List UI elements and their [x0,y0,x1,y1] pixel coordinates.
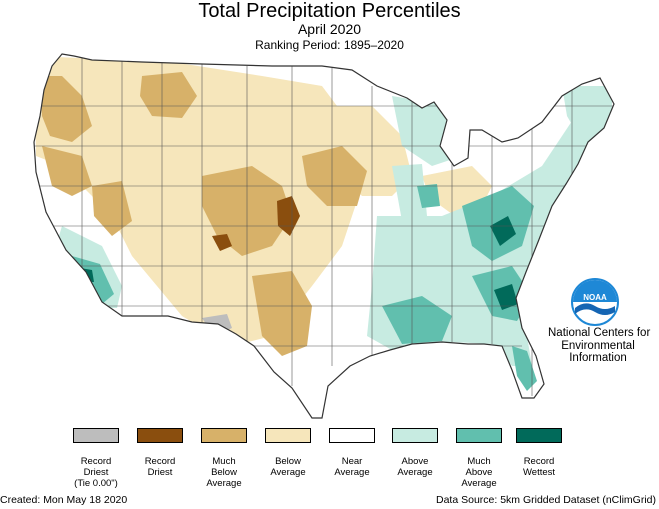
map-subtitle: April 2020 [297,21,362,37]
data-source: Data Source: 5km Gridded Dataset (nClimG… [436,494,656,506]
legend-label-near: Near Average [317,456,387,478]
legend-swatch-below [265,428,311,443]
region-much-above-indiana [417,184,440,208]
legend-label-record-driest-tie: Record Driest (Tie 0.00") [61,456,131,489]
legend-label-line: Driest [83,467,109,478]
region-much-below-plains [302,146,367,206]
agency-name: National Centers for Environmental Infor… [548,327,651,365]
legend-label-line: Below [211,467,237,478]
region-much-above-florida [512,346,537,391]
agency-line: Environmental [561,339,635,352]
map-title: Total Precipitation Percentiles [198,0,461,22]
legend-label-below: Below Average [253,456,323,478]
legend-swatch-record-wettest [516,428,562,443]
region-above-average-new-england [562,86,612,142]
region-record-wettest-tn [490,216,516,246]
region-above-average-illinois [392,164,427,221]
agency-line: Information [569,352,627,364]
legend-label-line: (Tie 0.00") [74,478,118,489]
legend-label-line: Average [206,478,242,489]
legend-label-line: Much [212,456,236,467]
legend-label-line: Record [80,456,112,467]
legend-label-record-driest: Record Driest [125,456,195,478]
legend-swatch-above [392,428,438,443]
us-outline [33,53,615,419]
legend-label-line: Above [401,456,429,467]
legend-label-line: Driest [147,467,173,478]
legend-label-line: Wettest [522,467,556,478]
legend-swatch-much-below [201,428,247,443]
legend-label-line: Average [461,478,497,489]
created-date: Created: Mon May 18 2020 [0,494,128,506]
region-much-below-texas [252,271,312,356]
legend-label-line: Much [467,456,491,467]
legend-label-much-above: Much Above Average [444,456,514,489]
legend-swatch-much-above [456,428,502,443]
region-much-below-oregon [42,146,92,196]
legend-label-line: Average [397,467,433,478]
noaa-logo: NOAA [571,278,619,326]
legend-label-line: Average [270,467,306,478]
region-record-driest-nm [212,234,232,251]
legend-label-line: Near [341,456,363,467]
legend-swatch-record-driest-tie [73,428,119,443]
noaa-logo-text: NOAA [583,293,607,302]
legend-label-line: Record [144,456,176,467]
state-boundaries [34,56,614,396]
legend-label-line: Record [523,456,555,467]
ranking-period: Ranking Period: 1895–2020 [255,38,404,52]
legend-swatch-near [329,428,375,443]
legend-label-line: Average [334,467,370,478]
legend-label-much-below: Much Below Average [189,456,259,489]
legend-swatch-record-driest [137,428,183,443]
legend-label-line: Below [275,456,301,467]
region-record-dry-tie-texas [202,314,232,336]
legend-label-line: Above [465,467,493,478]
region-much-below-montana [140,72,197,118]
legend-label-record-wettest: Record Wettest [504,456,574,478]
region-much-above-gulf [382,296,452,344]
agency-line: National Centers for [548,327,651,339]
legend: Record Driest (Tie 0.00") Record Driest … [0,428,659,492]
region-much-below-pacific-nw [40,76,92,142]
us-precipitation-map [33,53,615,419]
region-record-wettest-sc [494,284,518,310]
legend-label-above: Above Average [380,456,450,478]
